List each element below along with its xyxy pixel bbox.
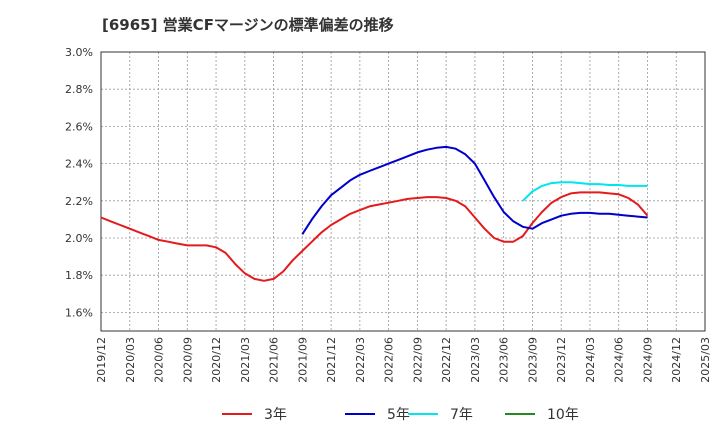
x-tick-label: 2020/06 (153, 337, 166, 383)
plot-area (100, 51, 706, 332)
y-tick-label: 2.2% (65, 195, 93, 208)
legend: 3年 5年 7年 10年 (222, 407, 579, 423)
legend-label: 7年 (450, 407, 473, 423)
series-line-3年 (100, 191, 649, 282)
legend-label: 5年 (387, 407, 410, 423)
x-tick-label: 2020/12 (210, 337, 223, 383)
x-tick-label: 2023/09 (526, 337, 539, 383)
y-tick-label: 1.6% (65, 306, 93, 319)
y-tick-label: 1.8% (65, 269, 93, 282)
series-line-7年 (522, 181, 648, 202)
x-tick-label: 2022/06 (383, 337, 396, 383)
x-tick-label: 2023/12 (555, 337, 568, 383)
legend-label: 10年 (547, 407, 579, 423)
y-tick-label: 2.0% (65, 232, 93, 245)
x-tick-label: 2024/09 (641, 337, 654, 383)
x-tick-label: 2019/12 (95, 337, 108, 383)
legend-label: 3年 (264, 407, 287, 423)
y-tick-label: 2.8% (65, 83, 93, 96)
x-tick-label: 2021/03 (239, 337, 252, 383)
x-tick-label: 2021/12 (325, 337, 338, 383)
x-tick-label: 2024/12 (670, 337, 683, 383)
grid-lines (100, 51, 706, 331)
y-axis-ticks: 1.6% 1.8% 2.0% 2.2% 2.4% 2.6% 2.8% 3.0% (65, 46, 93, 319)
x-tick-label: 2023/06 (498, 337, 511, 383)
x-axis-ticks: 2019/12 2020/03 2020/06 2020/09 2020/12 2021/… (95, 337, 712, 383)
x-tick-label: 2022/09 (411, 337, 424, 383)
y-tick-label: 2.6% (65, 120, 93, 133)
chart-title: [6965] 営業CFマージンの標準偏差の推移 (102, 16, 394, 34)
series-lines (100, 145, 649, 282)
x-tick-label: 2025/03 (699, 337, 712, 383)
x-tick-label: 2022/12 (440, 337, 453, 383)
x-tick-label: 2020/09 (181, 337, 194, 383)
x-tick-label: 2024/06 (613, 337, 626, 383)
x-tick-label: 2020/03 (124, 337, 137, 383)
x-tick-label: 2021/06 (268, 337, 281, 383)
series-line-5年 (301, 145, 648, 235)
y-tick-label: 2.4% (65, 158, 93, 171)
x-tick-label: 2022/03 (354, 337, 367, 383)
x-tick-label: 2024/03 (584, 337, 597, 383)
x-tick-label: 2023/03 (469, 337, 482, 383)
x-tick-label: 2021/09 (296, 337, 309, 383)
y-tick-label: 3.0% (65, 46, 93, 59)
